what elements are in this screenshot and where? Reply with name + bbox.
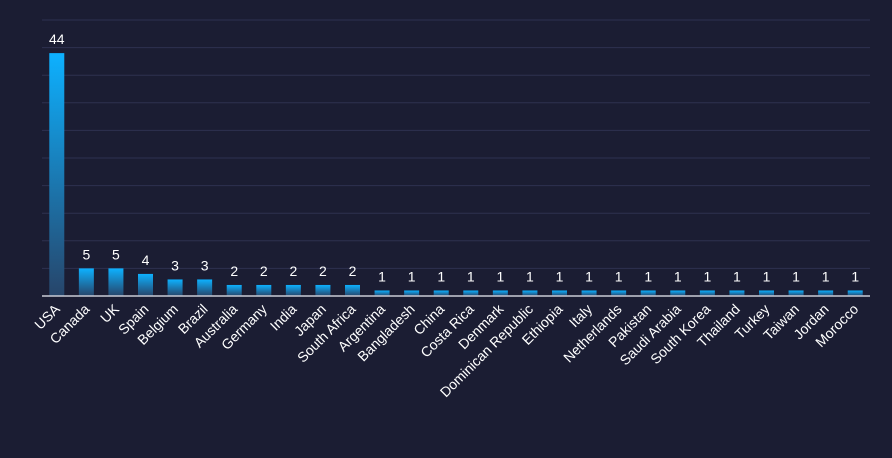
bar-ethiopia	[552, 290, 567, 296]
value-label: 1	[763, 268, 771, 284]
value-label: 1	[792, 268, 800, 284]
bar-belgium	[167, 279, 183, 296]
value-label: 2	[230, 263, 238, 279]
value-label: 1	[408, 268, 416, 284]
value-label: 1	[822, 268, 830, 284]
value-label: 1	[556, 268, 564, 284]
bar-china	[433, 290, 449, 296]
value-label: 1	[674, 268, 682, 284]
value-label: 1	[733, 268, 741, 284]
bar-south-africa	[345, 284, 360, 296]
bar-netherlands	[611, 290, 627, 296]
value-label: 1	[644, 268, 652, 284]
bar-india	[285, 284, 301, 296]
value-label: 2	[289, 263, 297, 279]
bar-dominican-republic	[522, 290, 538, 296]
value-label: 1	[378, 268, 386, 284]
value-label: 1	[526, 268, 534, 284]
value-label: 44	[49, 31, 65, 47]
bar-australia	[226, 284, 242, 296]
value-label: 1	[703, 268, 711, 284]
value-label: 2	[349, 263, 357, 279]
bar-brazil	[197, 279, 213, 296]
bar-jordan	[818, 290, 834, 296]
grid-lines	[42, 19, 870, 269]
bar-germany	[256, 284, 272, 296]
value-label: 1	[851, 268, 859, 284]
value-label: 1	[467, 268, 475, 284]
value-label: 5	[112, 246, 120, 262]
value-label: 3	[201, 257, 209, 273]
bar-south-korea	[699, 290, 715, 296]
bar-denmark	[492, 290, 508, 296]
bar-italy	[581, 290, 597, 296]
bar-argentina	[374, 290, 390, 296]
value-label: 3	[171, 257, 179, 273]
value-label: 4	[142, 252, 150, 268]
bar-turkey	[759, 290, 774, 296]
bar-thailand	[729, 290, 745, 296]
bar-costa-rica	[463, 290, 479, 296]
bar-taiwan	[788, 290, 804, 296]
bar-morocco	[847, 290, 863, 296]
bar-canada	[78, 268, 94, 296]
value-labels: 44 5 5 4 3 3 2 2 2 2 2 1 1 1 1 1 1 1 1 1 1 1 1 1 1 1 1 1	[49, 31, 859, 284]
bar-japan	[315, 284, 331, 296]
value-label: 1	[615, 268, 623, 284]
bars	[49, 53, 863, 297]
value-label: 2	[319, 263, 327, 279]
bar-usa	[49, 53, 65, 297]
value-label: 2	[260, 263, 268, 279]
bar-uk	[108, 268, 124, 296]
value-label: 1	[437, 268, 445, 284]
bar-bangladesh	[404, 290, 420, 296]
bar-spain	[138, 273, 153, 296]
value-label: 1	[496, 268, 504, 284]
bar-pakistan	[640, 290, 656, 296]
bar-saudi-arabia	[670, 290, 686, 296]
value-label: 1	[585, 268, 593, 284]
value-label: 5	[82, 246, 90, 262]
